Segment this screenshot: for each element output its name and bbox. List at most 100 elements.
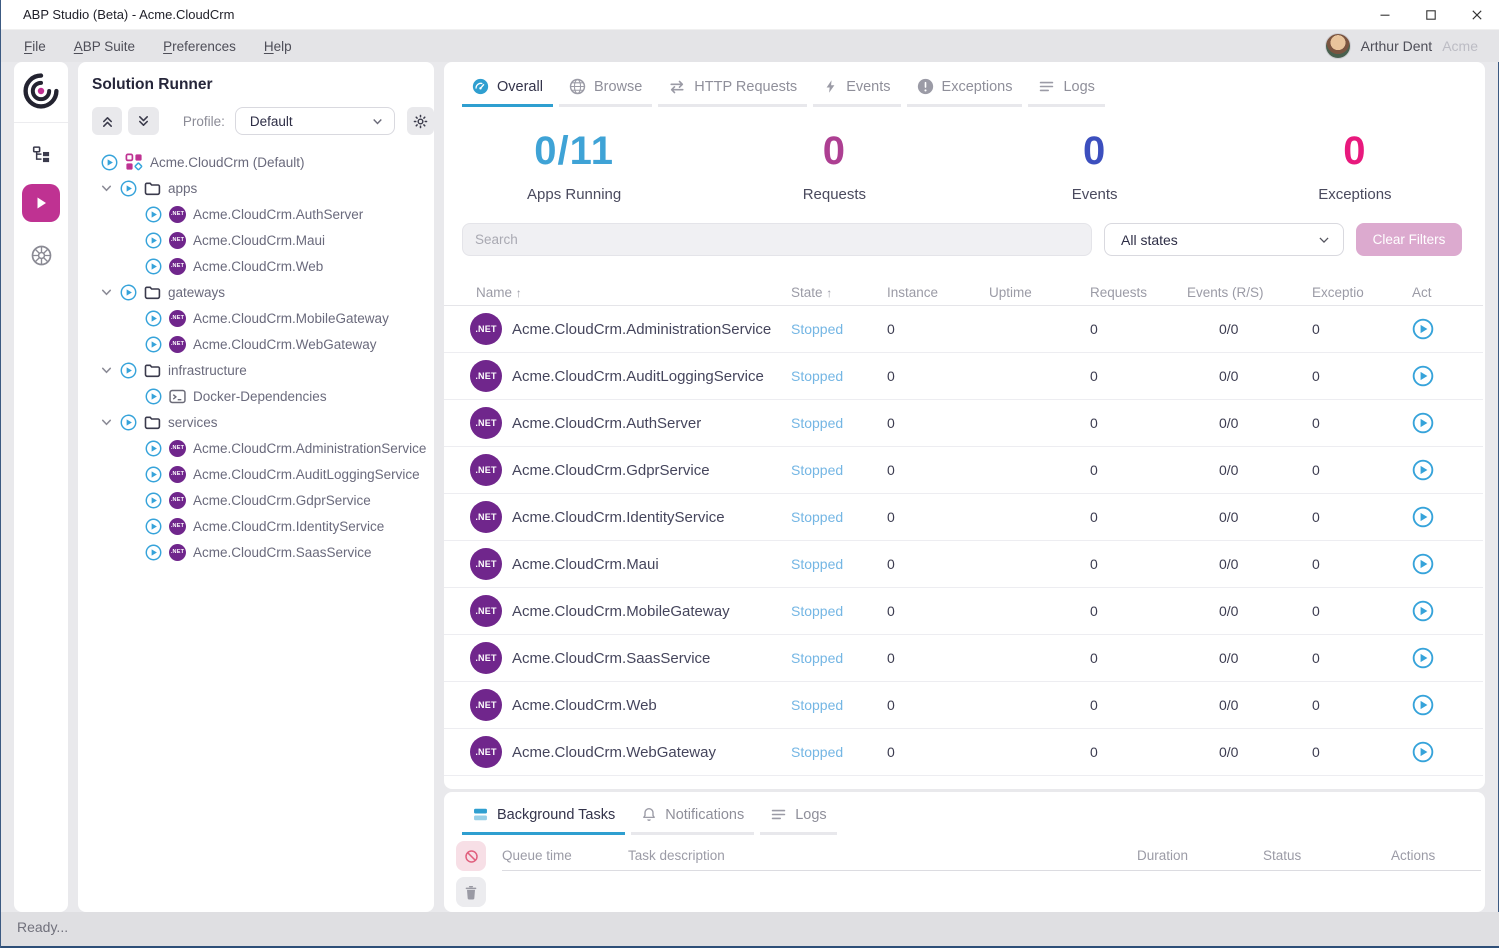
maximize-button[interactable] xyxy=(1408,0,1454,29)
profile-label: Profile: xyxy=(182,113,225,129)
bottom-tab-notifications[interactable]: Notifications xyxy=(631,800,755,835)
globe-icon xyxy=(569,78,586,95)
table-row[interactable]: .NET Acme.CloudCrm.GdprService Stopped 0 0 0/… xyxy=(444,447,1483,494)
search-input[interactable] xyxy=(475,232,1079,247)
play-circle-icon[interactable] xyxy=(145,336,162,353)
tab-http-requests[interactable]: HTTP Requests xyxy=(658,72,808,107)
tree-item-acme-cloudcrm-mobilegateway[interactable]: .NET Acme.CloudCrm.MobileGateway xyxy=(78,305,434,331)
play-circle-icon[interactable] xyxy=(145,310,162,327)
table-row[interactable]: .NET Acme.CloudCrm.Maui Stopped 0 0 0/0 0 xyxy=(444,541,1483,588)
table-row[interactable]: .NET Acme.CloudCrm.AdministrationService S… xyxy=(444,306,1483,353)
tree-item-acme-cloudcrm-identityservice[interactable]: .NET Acme.CloudCrm.IdentityService xyxy=(78,513,434,539)
menu-item-file[interactable]: File xyxy=(24,38,46,54)
collapse-all-button[interactable] xyxy=(92,107,123,135)
start-app-button[interactable] xyxy=(1412,694,1483,716)
folder-icon xyxy=(144,285,161,300)
start-app-button[interactable] xyxy=(1412,459,1483,481)
bottom-panel: Background Tasks Notifications Logs Queue … xyxy=(444,792,1485,912)
table-row[interactable]: .NET Acme.CloudCrm.Web Stopped 0 0 0/0 0 xyxy=(444,682,1483,729)
play-circle-icon[interactable] xyxy=(145,232,162,249)
column-header-name[interactable]: Name ↑ xyxy=(476,285,522,300)
runner-settings-button[interactable] xyxy=(407,107,434,135)
column-header-exceptio[interactable]: Exceptio xyxy=(1312,285,1364,300)
table-row[interactable]: .NET Acme.CloudCrm.AuthServer Stopped 0 0 0/0… xyxy=(444,400,1483,447)
start-app-button[interactable] xyxy=(1412,506,1483,528)
state-filter-select[interactable]: All states xyxy=(1104,223,1344,256)
menu-item-preferences[interactable]: Preferences xyxy=(163,38,236,54)
start-app-button[interactable] xyxy=(1412,647,1483,669)
play-circle-icon[interactable] xyxy=(120,180,137,197)
clear-tasks-button[interactable] xyxy=(456,877,486,907)
tree-item-gateways[interactable]: gateways xyxy=(78,279,434,305)
app-events: 0/0 xyxy=(1219,368,1239,384)
tree-item-acme-cloudcrm-maui[interactable]: .NET Acme.CloudCrm.Maui xyxy=(78,227,434,253)
bottom-tab-background-tasks[interactable]: Background Tasks xyxy=(462,800,626,835)
menu-item-abp-suite[interactable]: ABP Suite xyxy=(73,38,136,54)
tree-item-acme-cloudcrm-saasservice[interactable]: .NET Acme.CloudCrm.SaasService xyxy=(78,539,434,565)
menu-item-help[interactable]: Help xyxy=(263,38,292,54)
minimize-button[interactable] xyxy=(1362,0,1408,29)
chevron-down-icon[interactable] xyxy=(100,286,113,299)
tree-item-acme-cloudcrm-webgateway[interactable]: .NET Acme.CloudCrm.WebGateway xyxy=(78,331,434,357)
cancel-tasks-button[interactable] xyxy=(456,841,486,871)
column-header-requests[interactable]: Requests xyxy=(1090,285,1148,300)
solution-explorer-icon[interactable] xyxy=(32,145,51,164)
tree-item-acme-cloudcrm-auditloggingservice[interactable]: .NET Acme.CloudCrm.AuditLoggingService xyxy=(78,461,434,487)
column-header-uptime[interactable]: Uptime xyxy=(989,285,1032,300)
play-circle-icon[interactable] xyxy=(120,414,137,431)
profile-select[interactable]: Default xyxy=(234,107,396,135)
expand-all-button[interactable] xyxy=(128,107,159,135)
tab-events[interactable]: Events xyxy=(813,72,901,107)
play-circle-icon[interactable] xyxy=(145,492,162,509)
terminal-icon xyxy=(169,389,186,404)
play-circle-icon[interactable] xyxy=(145,440,162,457)
table-row[interactable]: .NET Acme.CloudCrm.WebGateway Stopped 0 0 0/0… xyxy=(444,729,1483,776)
tree-item-acme-cloudcrm-authserver[interactable]: .NET Acme.CloudCrm.AuthServer xyxy=(78,201,434,227)
tree-item-acme-cloudcrm-administrationservice[interactable]: .NET Acme.CloudCrm.AdministrationService xyxy=(78,435,434,461)
start-app-button[interactable] xyxy=(1412,600,1483,622)
app-requests: 0 xyxy=(1090,556,1098,572)
user-area[interactable]: Arthur Dent Acme xyxy=(1324,33,1499,59)
play-circle-icon[interactable] xyxy=(145,206,162,223)
column-header-instance[interactable]: Instance xyxy=(887,285,939,300)
play-circle-icon[interactable] xyxy=(145,466,162,483)
table-row[interactable]: .NET Acme.CloudCrm.SaasService Stopped 0 0 0/… xyxy=(444,635,1483,682)
play-circle-icon[interactable] xyxy=(101,154,118,171)
tree-item-acme-cloudcrm-web[interactable]: .NET Acme.CloudCrm.Web xyxy=(78,253,434,279)
table-row[interactable]: .NET Acme.CloudCrm.MobileGateway Stopped 0 0… xyxy=(444,588,1483,635)
tree-item-docker-dependencies[interactable]: Docker-Dependencies xyxy=(78,383,434,409)
tree-item-services[interactable]: services xyxy=(78,409,434,435)
play-circle-icon[interactable] xyxy=(145,544,162,561)
tab-exceptions[interactable]: Exceptions xyxy=(906,72,1023,107)
kubernetes-icon[interactable] xyxy=(30,244,53,267)
tree-item-acme-cloudcrm-default-[interactable]: Acme.CloudCrm (Default) xyxy=(78,149,434,175)
chevron-down-icon[interactable] xyxy=(100,416,113,429)
start-app-button[interactable] xyxy=(1412,412,1483,434)
clear-filters-button[interactable]: Clear Filters xyxy=(1356,223,1462,256)
column-header-act[interactable]: Act xyxy=(1412,285,1432,300)
start-app-button[interactable] xyxy=(1412,318,1483,340)
start-app-button[interactable] xyxy=(1412,741,1483,763)
column-header-events-r-s-[interactable]: Events (R/S) xyxy=(1187,285,1264,300)
start-app-button[interactable] xyxy=(1412,365,1483,387)
tab-overall[interactable]: Overall xyxy=(462,72,553,107)
play-circle-icon[interactable] xyxy=(145,258,162,275)
table-row[interactable]: .NET Acme.CloudCrm.AuditLoggingService Sto… xyxy=(444,353,1483,400)
solution-runner-rail-button[interactable] xyxy=(22,184,60,222)
play-circle-icon[interactable] xyxy=(120,362,137,379)
start-app-button[interactable] xyxy=(1412,553,1483,575)
bottom-tab-logs[interactable]: Logs xyxy=(760,800,837,835)
tab-browse[interactable]: Browse xyxy=(558,72,653,107)
tree-item-infrastructure[interactable]: infrastructure xyxy=(78,357,434,383)
column-header-state[interactable]: State ↑ xyxy=(791,285,833,300)
tree-item-acme-cloudcrm-gdprservice[interactable]: .NET Acme.CloudCrm.GdprService xyxy=(78,487,434,513)
table-row[interactable]: .NET Acme.CloudCrm.IdentityService Stopped… xyxy=(444,494,1483,541)
chevron-down-icon[interactable] xyxy=(100,364,113,377)
play-circle-icon[interactable] xyxy=(145,388,162,405)
play-circle-icon[interactable] xyxy=(120,284,137,301)
tab-logs[interactable]: Logs xyxy=(1028,72,1105,107)
close-button[interactable] xyxy=(1454,0,1499,29)
play-circle-icon[interactable] xyxy=(145,518,162,535)
tree-item-apps[interactable]: apps xyxy=(78,175,434,201)
chevron-down-icon[interactable] xyxy=(100,182,113,195)
